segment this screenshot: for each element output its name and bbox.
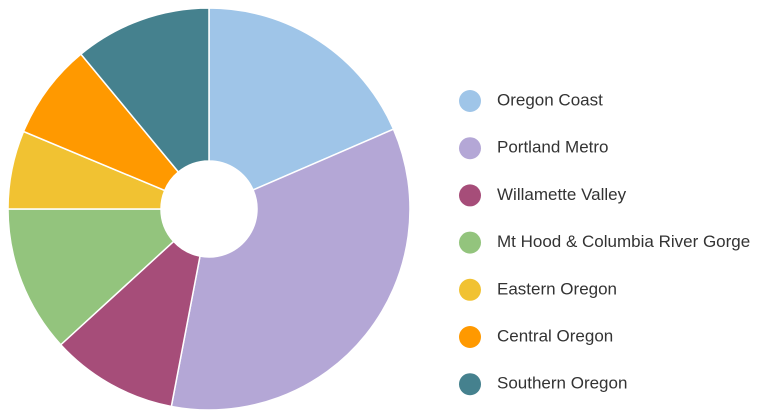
pie-slice [170,128,411,411]
legend-swatch [459,184,481,207]
legend-swatch [459,231,481,254]
legend-swatch [459,90,481,112]
pie-slice [7,208,175,346]
legend-label: Portland Metro [497,138,609,157]
legend-swatch [459,326,481,348]
legend-swatch [459,137,481,160]
legend-label: Mt Hood & Columbia River Gorge [497,232,750,251]
legend-label: Central Oregon [497,326,613,345]
legend-label: Oregon Coast [497,90,603,109]
legend-label: Eastern Oregon [497,279,617,298]
legend-label: Willamette Valley [497,185,627,204]
legend-swatch [459,373,481,396]
legend-swatch [459,278,481,301]
pie-slice [59,240,201,408]
legend-label: Southern Oregon [497,374,627,393]
pie-slice [79,7,210,174]
pie-slice [208,7,395,191]
